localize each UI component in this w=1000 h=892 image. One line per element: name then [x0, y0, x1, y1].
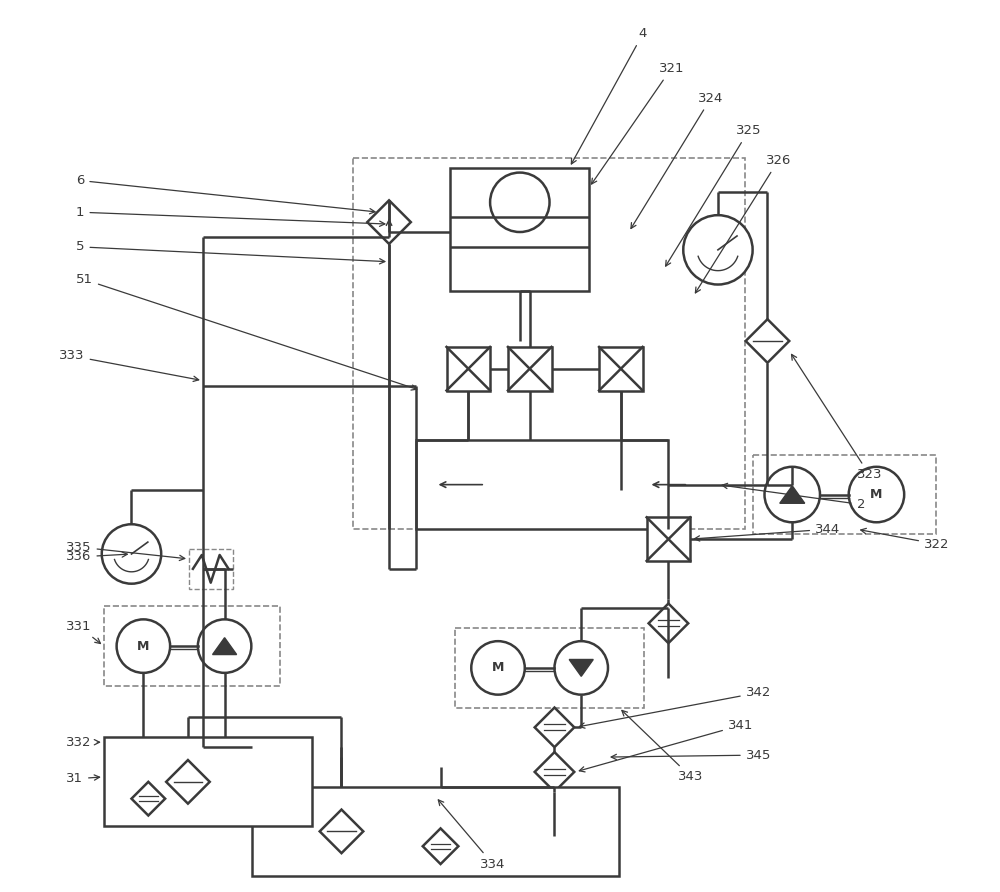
Text: M: M	[870, 488, 883, 501]
Text: 333: 333	[59, 350, 199, 382]
Polygon shape	[535, 752, 574, 792]
Text: 344: 344	[694, 523, 840, 541]
Circle shape	[117, 619, 170, 673]
Circle shape	[490, 172, 550, 232]
Bar	[353, 158, 745, 529]
Circle shape	[102, 524, 161, 583]
Polygon shape	[569, 659, 593, 676]
Polygon shape	[367, 201, 411, 244]
Circle shape	[198, 619, 251, 673]
Text: 323: 323	[792, 354, 882, 481]
Text: 334: 334	[438, 800, 506, 871]
Text: M: M	[137, 640, 150, 653]
Bar	[252, 787, 619, 876]
Bar	[753, 455, 936, 534]
Bar	[508, 347, 552, 391]
Text: 325: 325	[666, 125, 761, 266]
Text: 336: 336	[66, 550, 127, 564]
Polygon shape	[166, 760, 210, 804]
Text: 2: 2	[722, 483, 865, 511]
Text: 345: 345	[611, 748, 771, 762]
Polygon shape	[780, 486, 805, 503]
Circle shape	[765, 467, 820, 523]
Text: 326: 326	[695, 154, 791, 293]
Circle shape	[683, 215, 753, 285]
Text: 5: 5	[76, 240, 385, 264]
Polygon shape	[213, 638, 237, 655]
Bar	[447, 347, 490, 391]
Bar	[450, 168, 589, 292]
Bar	[104, 607, 280, 686]
Circle shape	[554, 641, 608, 695]
Bar	[599, 347, 643, 391]
Polygon shape	[746, 319, 789, 363]
Circle shape	[471, 641, 525, 695]
Text: 335: 335	[66, 541, 185, 560]
Bar	[416, 440, 668, 529]
Text: 341: 341	[579, 719, 753, 772]
Bar	[647, 517, 690, 561]
Text: 342: 342	[579, 686, 771, 728]
Text: M: M	[492, 661, 504, 674]
Text: 331: 331	[66, 620, 100, 643]
Text: 324: 324	[631, 92, 724, 228]
Bar	[104, 738, 312, 826]
Text: 1: 1	[76, 206, 385, 227]
Bar	[189, 549, 233, 589]
Circle shape	[849, 467, 904, 523]
Polygon shape	[320, 810, 363, 853]
Text: 322: 322	[861, 528, 950, 550]
Text: 6: 6	[76, 174, 375, 214]
Text: 343: 343	[622, 710, 704, 783]
Polygon shape	[649, 604, 688, 643]
Text: 51: 51	[76, 273, 417, 390]
Text: 321: 321	[592, 62, 684, 184]
Text: 31: 31	[66, 772, 100, 785]
Polygon shape	[535, 707, 574, 747]
Text: 332: 332	[66, 736, 100, 748]
Polygon shape	[131, 781, 165, 815]
Polygon shape	[423, 829, 458, 864]
Bar	[455, 628, 644, 707]
Text: 4: 4	[571, 28, 647, 164]
